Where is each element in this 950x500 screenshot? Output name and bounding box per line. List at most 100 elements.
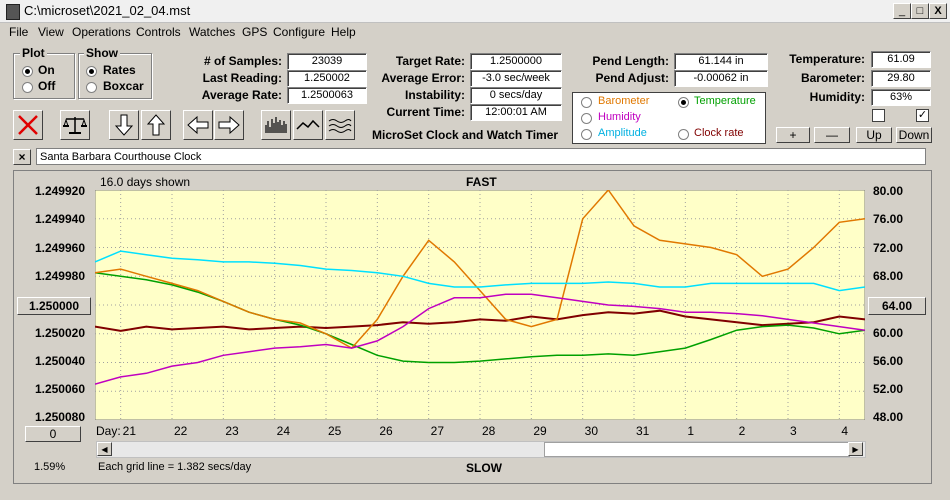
- line-view-button[interactable]: [293, 110, 323, 140]
- right-arrow-icon: [218, 115, 240, 135]
- current-time-field: 12:00:01 AM: [470, 104, 562, 121]
- balance-button[interactable]: [60, 110, 90, 140]
- days-shown-label: 16.0 days shown: [100, 175, 191, 189]
- scale-down-button[interactable]: Down: [896, 127, 932, 143]
- day-tick-label: 27: [430, 424, 445, 438]
- temperature-option-label: Temperature: [694, 95, 756, 107]
- menu-gps[interactable]: GPS: [242, 25, 268, 39]
- instability-field: 0 secs/day: [470, 87, 562, 104]
- pend-adjust-field: -0.00062 in: [674, 70, 768, 87]
- humidity-option-label: Humidity: [598, 111, 641, 123]
- series-line-amplitude: [95, 250, 865, 292]
- window-title: C:\microset\2021_02_04.mst: [24, 3, 191, 18]
- instability-label: Instability:: [404, 88, 465, 102]
- amplitude-radio[interactable]: [581, 129, 592, 140]
- humidity-label: Humidity:: [809, 90, 865, 104]
- series-line-barometer: [95, 190, 865, 350]
- scale-plus-button[interactable]: +: [776, 127, 810, 143]
- day-tick-label: 2: [738, 424, 746, 438]
- minimize-button[interactable]: _: [893, 3, 911, 19]
- menu-controls[interactable]: Controls: [136, 25, 181, 39]
- samples-field: 23039: [287, 53, 367, 70]
- title-bar: C:\microset\2021_02_04.mst _ □ X: [0, 0, 950, 23]
- up-arrow-icon: [146, 114, 166, 136]
- scroll-right-button[interactable]: [214, 110, 244, 140]
- scale-up-button[interactable]: Up: [856, 127, 892, 143]
- day-tick-label: 30: [584, 424, 599, 438]
- clock-name-input[interactable]: Santa Barbara Courthouse Clock: [36, 148, 926, 165]
- right-tick-label: 68.00: [873, 269, 904, 283]
- day-tick-label: 3: [790, 424, 797, 438]
- day-tick-label: 23: [225, 424, 239, 438]
- temperature-label: Temperature:: [789, 52, 865, 66]
- pend-length-label: Pend Length:: [592, 54, 669, 68]
- plot-off-radio[interactable]: [22, 82, 33, 93]
- show-boxcar-radio[interactable]: [86, 82, 97, 93]
- scroll-right-arrow[interactable]: ▶: [848, 442, 863, 456]
- menu-help[interactable]: Help: [331, 25, 356, 39]
- day-tick-label: 22: [174, 424, 188, 438]
- scroll-left-arrow[interactable]: ◀: [97, 442, 112, 456]
- right-tick-label: 80.00: [873, 184, 904, 198]
- right-tick-label: 56.00: [873, 354, 904, 368]
- move-up-button[interactable]: [141, 110, 171, 140]
- histogram-view-button[interactable]: [261, 110, 291, 140]
- barometer-label: Barometer:: [800, 71, 865, 85]
- move-down-button[interactable]: [109, 110, 139, 140]
- pend-length-field[interactable]: 61.144 in: [674, 53, 768, 70]
- sensor-select-box: [572, 92, 766, 144]
- scale-minus-button[interactable]: —: [814, 127, 850, 143]
- center-sensor-button[interactable]: 64.00: [868, 297, 926, 315]
- menu-view[interactable]: View: [38, 25, 64, 39]
- samples-label: # of Samples:: [203, 54, 282, 68]
- menu-operations[interactable]: Operations: [72, 25, 131, 39]
- scrollbar-thumb[interactable]: [544, 442, 850, 457]
- temperature-radio[interactable]: [678, 97, 689, 108]
- left-tick-label: 1.250040: [34, 354, 85, 368]
- day-tick-label: 21: [122, 424, 137, 438]
- fast-label: FAST: [466, 175, 497, 189]
- maximize-button[interactable]: □: [911, 3, 929, 19]
- barometer-option-label: Barometer: [598, 95, 650, 107]
- left-tick-label: 1.249960: [34, 241, 85, 255]
- humidity-radio[interactable]: [581, 113, 592, 124]
- barometer-radio[interactable]: [581, 97, 592, 108]
- day-tick-label: 1: [687, 424, 695, 438]
- balance-scale-icon: [63, 117, 87, 134]
- series-line-clock-rate: [95, 309, 865, 332]
- menu-configure[interactable]: Configure: [273, 25, 326, 39]
- option-checkbox-2[interactable]: ✓: [916, 109, 929, 122]
- stop-button[interactable]: [13, 110, 43, 140]
- series-line-humidity: [95, 293, 865, 385]
- temperature-field: 61.09: [871, 51, 931, 68]
- center-rate-button[interactable]: 1.250000: [17, 297, 91, 315]
- plot-group-title: Plot: [20, 46, 47, 60]
- average-rate-field: 1.2500063: [287, 87, 367, 104]
- average-rate-label: Average Rate:: [201, 88, 282, 102]
- last-reading-field: 1.250002: [287, 70, 367, 87]
- right-tick-label: 76.00: [873, 212, 904, 226]
- target-rate-field[interactable]: 1.2500000: [470, 53, 562, 70]
- right-tick-label: 52.00: [873, 382, 904, 396]
- clock-rate-radio[interactable]: [678, 129, 689, 140]
- show-rates-label: Rates: [103, 63, 136, 77]
- left-tick-label: 1.249980: [34, 269, 85, 283]
- left-arrow-icon: [187, 115, 209, 135]
- day-tick-label: 29: [533, 424, 547, 438]
- right-tick-label: 72.00: [873, 241, 904, 255]
- wave-view-button[interactable]: [325, 110, 355, 140]
- plot-on-radio[interactable]: [22, 66, 33, 77]
- menu-watches[interactable]: Watches: [189, 25, 236, 39]
- close-button[interactable]: X: [929, 3, 947, 19]
- humidity-field: 63%: [871, 89, 931, 106]
- menu-file[interactable]: File: [9, 25, 29, 39]
- day-axis-label: Day:: [96, 424, 121, 438]
- show-group-title: Show: [84, 46, 120, 60]
- scroll-left-button[interactable]: [183, 110, 213, 140]
- histogram-icon: [265, 117, 287, 133]
- show-rates-radio[interactable]: [86, 66, 97, 77]
- left-tick-label: 1.249940: [34, 212, 85, 226]
- option-checkbox-1[interactable]: [872, 109, 885, 122]
- zero-button[interactable]: 0: [25, 426, 81, 442]
- clear-name-button[interactable]: ×: [13, 149, 31, 165]
